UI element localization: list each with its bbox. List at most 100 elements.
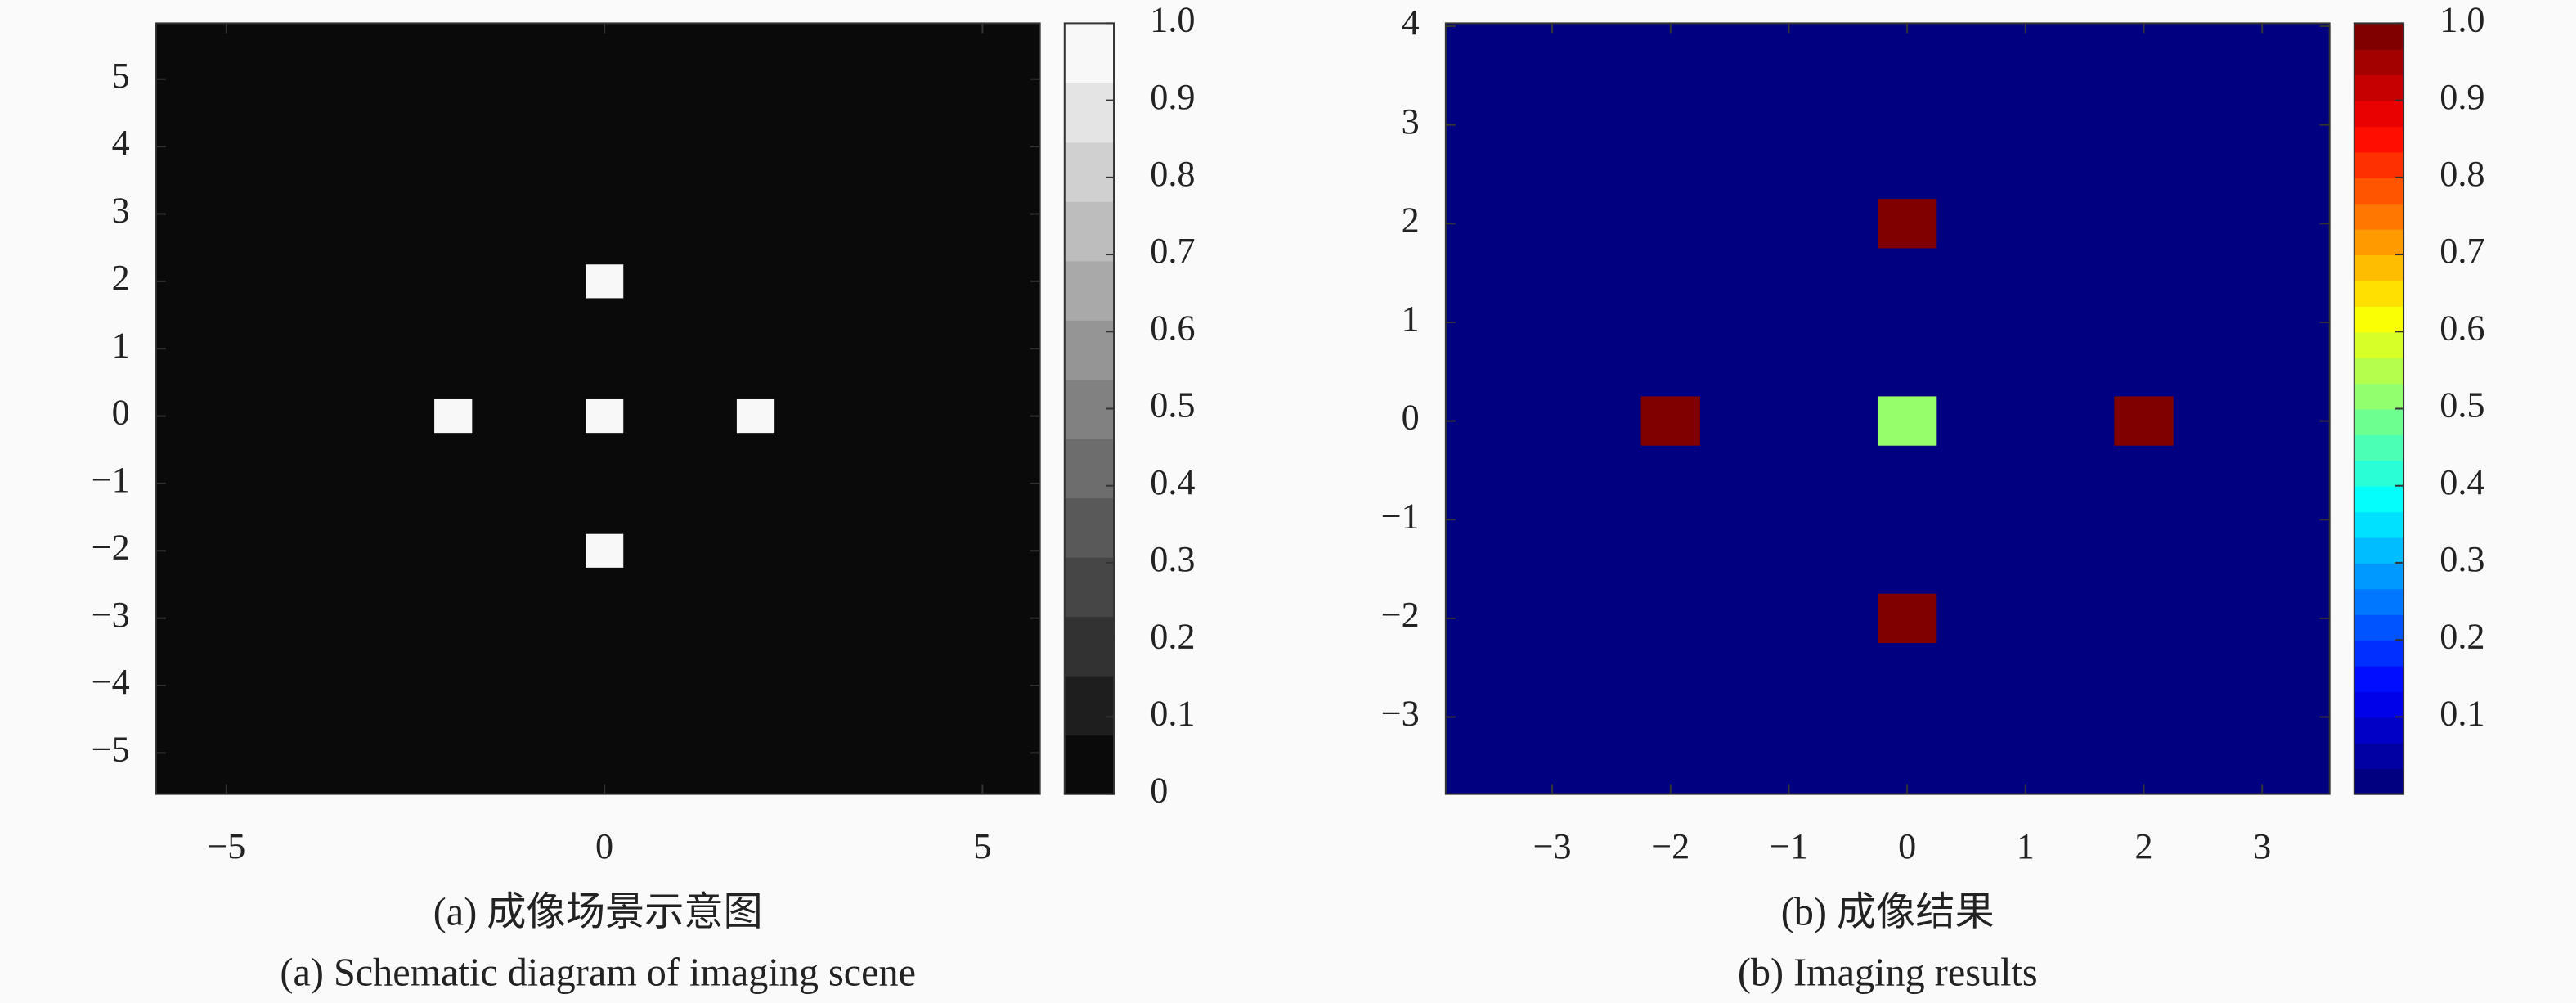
colorbar-tick-label: 0.1 — [2439, 694, 2484, 734]
colorbar-band — [2354, 485, 2404, 513]
colorbar-band — [1064, 675, 1115, 736]
y-tick-label: 1 — [112, 325, 130, 365]
heatmap-cell — [1877, 396, 1937, 446]
y-tick-label: 0 — [1402, 398, 1420, 438]
y-tick-label: −1 — [1381, 496, 1420, 536]
y-tick-label: −3 — [92, 595, 130, 635]
y-tick-label: 4 — [1402, 2, 1420, 43]
colorbar-band — [2354, 690, 2404, 718]
colorbar-tick-label: 0.9 — [1150, 77, 1195, 117]
heatmap-cell — [585, 264, 624, 299]
plot-frame — [1444, 22, 2331, 795]
y-tick-label: −4 — [92, 662, 130, 702]
colorbar-band — [2354, 48, 2404, 76]
colorbar-tick-label: 0.2 — [1150, 616, 1195, 656]
x-tick-label: 0 — [595, 826, 613, 866]
colorbar-band — [1064, 438, 1115, 499]
colorbar-band — [1064, 616, 1115, 677]
colorbar-tick-label: 0.9 — [2439, 77, 2484, 117]
colorbar-band — [2354, 23, 2404, 50]
heatmap-cell — [1640, 396, 1700, 446]
y-tick-label: −5 — [92, 729, 130, 769]
y-tick-label: −1 — [92, 460, 130, 500]
heatmap-cell — [2114, 396, 2174, 446]
colorbar-band — [2354, 640, 2404, 667]
colorbar-band — [1064, 735, 1115, 795]
colorbar-tick-label: 1.0 — [1150, 0, 1195, 40]
colorbar-band — [2354, 460, 2404, 487]
y-tick-label: 3 — [112, 191, 130, 231]
x-tick-label: 0 — [1898, 826, 1916, 866]
plot-frame — [155, 22, 1041, 795]
y-tick-label: 4 — [112, 123, 130, 163]
y-tick-label: −2 — [1381, 595, 1420, 635]
colorbar-tick-label: 1.0 — [2439, 0, 2484, 40]
colorbar-band — [1064, 319, 1115, 380]
colorbar-tick-label: 0 — [1150, 771, 1168, 811]
y-tick-label: 5 — [112, 56, 130, 96]
x-tick-label: 2 — [2134, 826, 2152, 866]
y-tick-label: 3 — [1402, 101, 1420, 142]
colorbar-band — [1064, 497, 1115, 558]
colorbar-band — [2354, 562, 2404, 590]
colorbar-band — [2354, 100, 2404, 128]
y-tick-label: 2 — [1402, 200, 1420, 240]
x-tick-label: 5 — [973, 826, 991, 866]
colorbar-band — [2354, 588, 2404, 615]
colorbar-band — [1064, 556, 1115, 618]
heatmap-cell — [434, 398, 473, 434]
colorbar-tick-label: 0.6 — [2439, 308, 2484, 348]
colorbar-band — [1064, 260, 1115, 321]
colorbar-band — [2354, 74, 2404, 101]
heatmap-cell — [736, 398, 775, 434]
colorbar-tick-label: 0.5 — [2439, 385, 2484, 425]
colorbar-band — [2354, 511, 2404, 538]
colorbar-band — [2354, 408, 2404, 435]
colorbar-tick-label: 0.5 — [1150, 385, 1195, 425]
heatmap-cell — [585, 533, 624, 568]
colorbar-band — [2354, 305, 2404, 333]
colorbar-tick-label: 0.1 — [1150, 694, 1195, 734]
colorbar-tick-label: 0.3 — [2439, 539, 2484, 579]
colorbar-tick-label: 0.6 — [1150, 308, 1195, 348]
y-tick-label: −2 — [92, 527, 130, 567]
colorbar-tick-label: 0.8 — [2439, 154, 2484, 194]
y-tick-label: 2 — [112, 258, 130, 298]
colorbar-band — [2354, 126, 2404, 153]
heatmap-cell — [1877, 199, 1937, 249]
colorbar-band — [2354, 537, 2404, 564]
colorbar-tick-label: 0.7 — [2439, 231, 2484, 271]
colorbar-band — [2354, 665, 2404, 692]
colorbar-band — [1064, 23, 1115, 83]
caption: (b) Imaging results — [1738, 951, 2038, 995]
colorbar-tick-label: 0.2 — [2439, 616, 2484, 656]
heatmap-cell — [1877, 593, 1937, 644]
colorbar-band — [1064, 200, 1115, 262]
colorbar-band — [2354, 383, 2404, 410]
x-tick-label: −2 — [1651, 826, 1690, 866]
colorbar-band — [1064, 82, 1115, 143]
x-tick-label: −5 — [207, 826, 245, 866]
colorbar-band — [2354, 768, 2404, 795]
colorbar-band — [2354, 203, 2404, 230]
caption: (a) 成像场景示意图 — [433, 890, 763, 933]
x-tick-label: −1 — [1770, 826, 1808, 866]
colorbar-band — [2354, 614, 2404, 641]
colorbar-band — [2354, 151, 2404, 178]
colorbar-band — [1064, 142, 1115, 202]
x-tick-label: 1 — [2017, 826, 2035, 866]
colorbar-band — [2354, 357, 2404, 385]
y-tick-label: 0 — [112, 393, 130, 433]
caption: (b) 成像结果 — [1781, 890, 1995, 933]
colorbar-band — [2354, 280, 2404, 307]
colorbar-band — [2354, 228, 2404, 256]
colorbar-band — [2354, 717, 2404, 744]
heatmap-cell — [585, 398, 624, 434]
colorbar-tick-label: 0.7 — [1150, 231, 1195, 271]
caption: (a) Schematic diagram of imaging scene — [280, 951, 916, 995]
colorbar-band — [2354, 177, 2404, 205]
colorbar-band — [2354, 742, 2404, 770]
colorbar-tick-label: 0.3 — [1150, 539, 1195, 579]
